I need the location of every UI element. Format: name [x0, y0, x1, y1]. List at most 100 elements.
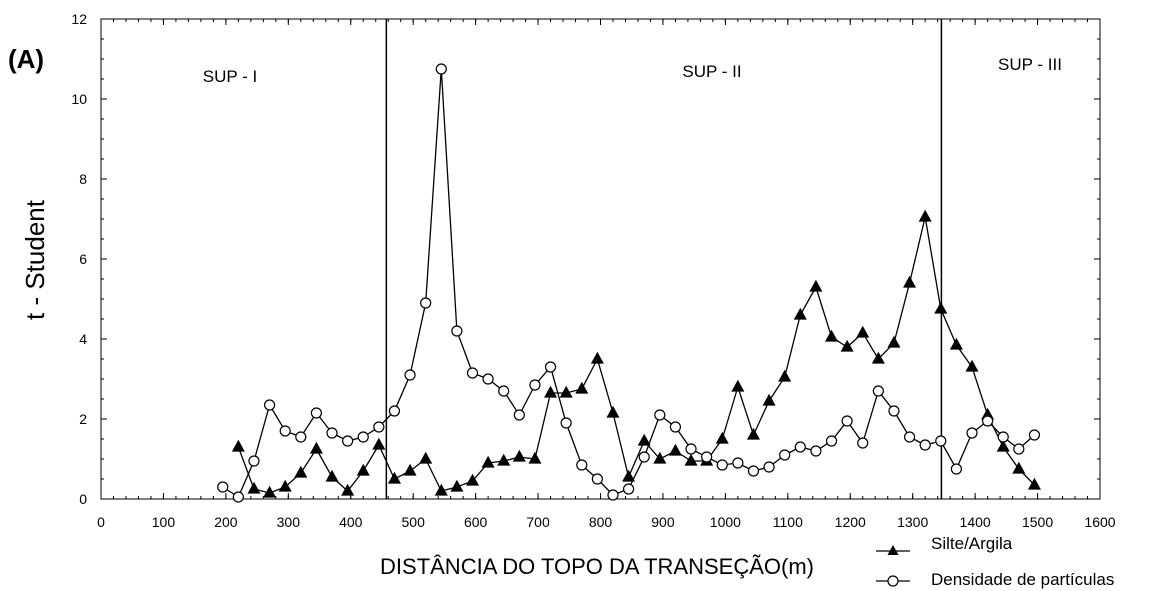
triangle-marker	[309, 441, 323, 454]
triangle-marker	[825, 329, 839, 342]
triangle-marker	[481, 455, 495, 468]
circle-marker	[669, 421, 682, 433]
circle-marker	[217, 481, 229, 493]
triangle-marker	[778, 369, 792, 382]
triangle-marker	[809, 279, 823, 292]
triangle-marker	[918, 209, 932, 222]
circle-marker	[232, 491, 244, 503]
triangle-marker	[746, 427, 760, 440]
y-tick-label: 4	[79, 331, 87, 347]
triangle-marker	[387, 471, 401, 484]
x-tick-label: 1100	[773, 514, 803, 530]
legend-label: Densidade de partículas	[931, 570, 1114, 589]
triangle-marker	[684, 453, 698, 466]
circle-marker	[763, 461, 775, 473]
circle-marker	[701, 451, 713, 463]
triangle-marker	[544, 385, 558, 398]
triangle-marker	[1027, 477, 1041, 490]
x-tick-label: 500	[402, 514, 426, 530]
triangle-marker	[575, 381, 589, 394]
triangle-marker	[403, 463, 417, 476]
triangle-marker	[715, 431, 729, 444]
plot-frame	[100, 18, 1101, 500]
triangle-marker	[278, 479, 292, 492]
circle-marker	[903, 431, 916, 443]
circle-marker	[638, 451, 650, 463]
x-tick-label: 900	[651, 514, 675, 530]
x-tick-label: 1200	[835, 514, 866, 530]
y-tick-label: 10	[71, 91, 87, 107]
triangle-marker	[450, 479, 464, 492]
circle-marker	[888, 405, 900, 417]
x-tick-label: 1400	[960, 514, 991, 530]
circle-marker	[373, 421, 385, 433]
triangle-marker	[668, 443, 682, 456]
circle-marker	[607, 489, 619, 501]
circle-marker	[513, 409, 525, 421]
circle-marker	[622, 483, 635, 495]
triangle-marker	[1012, 461, 1026, 474]
circle-marker	[1028, 429, 1041, 441]
x-tick-label: 1500	[1022, 514, 1053, 530]
circle-marker	[935, 435, 947, 447]
circle-marker	[248, 455, 260, 467]
circle-marker	[794, 441, 806, 453]
circle-marker	[560, 417, 572, 429]
triangle-marker	[341, 483, 355, 496]
triangle-marker	[434, 483, 448, 496]
circle-marker	[263, 399, 276, 411]
x-tick-label: 1000	[710, 514, 741, 530]
x-tick-label: 400	[339, 514, 363, 530]
circle-marker	[529, 379, 541, 391]
circle-marker	[747, 465, 760, 477]
circle-marker	[279, 425, 291, 437]
y-tick-label: 12	[71, 11, 87, 27]
circle-marker	[950, 463, 962, 475]
circle-marker	[982, 415, 994, 427]
legend-marker	[887, 545, 899, 555]
x-tick-label: 800	[589, 514, 613, 530]
triangle-marker	[559, 385, 573, 398]
legend-label: Silte/Argila	[931, 534, 1013, 553]
circle-marker	[420, 297, 432, 309]
circle-marker	[872, 385, 884, 397]
series-line	[237, 216, 1035, 494]
circle-marker	[498, 385, 510, 397]
circle-marker	[295, 431, 307, 443]
y-tick-label: 6	[79, 251, 87, 267]
triangle-marker	[606, 405, 620, 418]
circle-marker	[810, 445, 822, 457]
triangle-marker	[465, 473, 480, 486]
region-label: SUP - III	[998, 55, 1062, 74]
triangle-marker	[934, 301, 948, 314]
triangle-marker	[903, 275, 917, 288]
x-tick-label: 600	[464, 514, 488, 530]
triangle-marker	[887, 335, 901, 348]
circle-marker	[357, 431, 369, 443]
triangle-marker	[512, 449, 526, 462]
y-tick-label: 2	[79, 411, 87, 427]
region-label: SUP - I	[203, 67, 257, 86]
circle-marker	[404, 369, 416, 381]
triangle-marker	[996, 439, 1010, 452]
circle-marker	[544, 361, 557, 373]
region-label: SUP - II	[682, 62, 741, 81]
x-tick-label: 1300	[897, 514, 928, 530]
panel-label: (A)	[8, 44, 44, 74]
circle-marker	[841, 415, 853, 427]
triangle-marker	[622, 469, 636, 482]
circle-marker	[779, 449, 791, 461]
triangle-marker	[949, 337, 963, 350]
triangle-marker	[840, 339, 854, 352]
triangle-marker	[871, 351, 885, 364]
triangle-marker	[793, 307, 807, 320]
triangle-marker	[325, 469, 339, 482]
y-axis-label: t - Student	[20, 199, 50, 320]
triangle-marker	[653, 451, 667, 464]
triangle-marker	[762, 393, 776, 406]
triangle-marker	[856, 325, 870, 338]
y-tick-label: 0	[79, 491, 87, 507]
circle-marker	[716, 459, 728, 471]
circle-marker	[654, 409, 666, 421]
